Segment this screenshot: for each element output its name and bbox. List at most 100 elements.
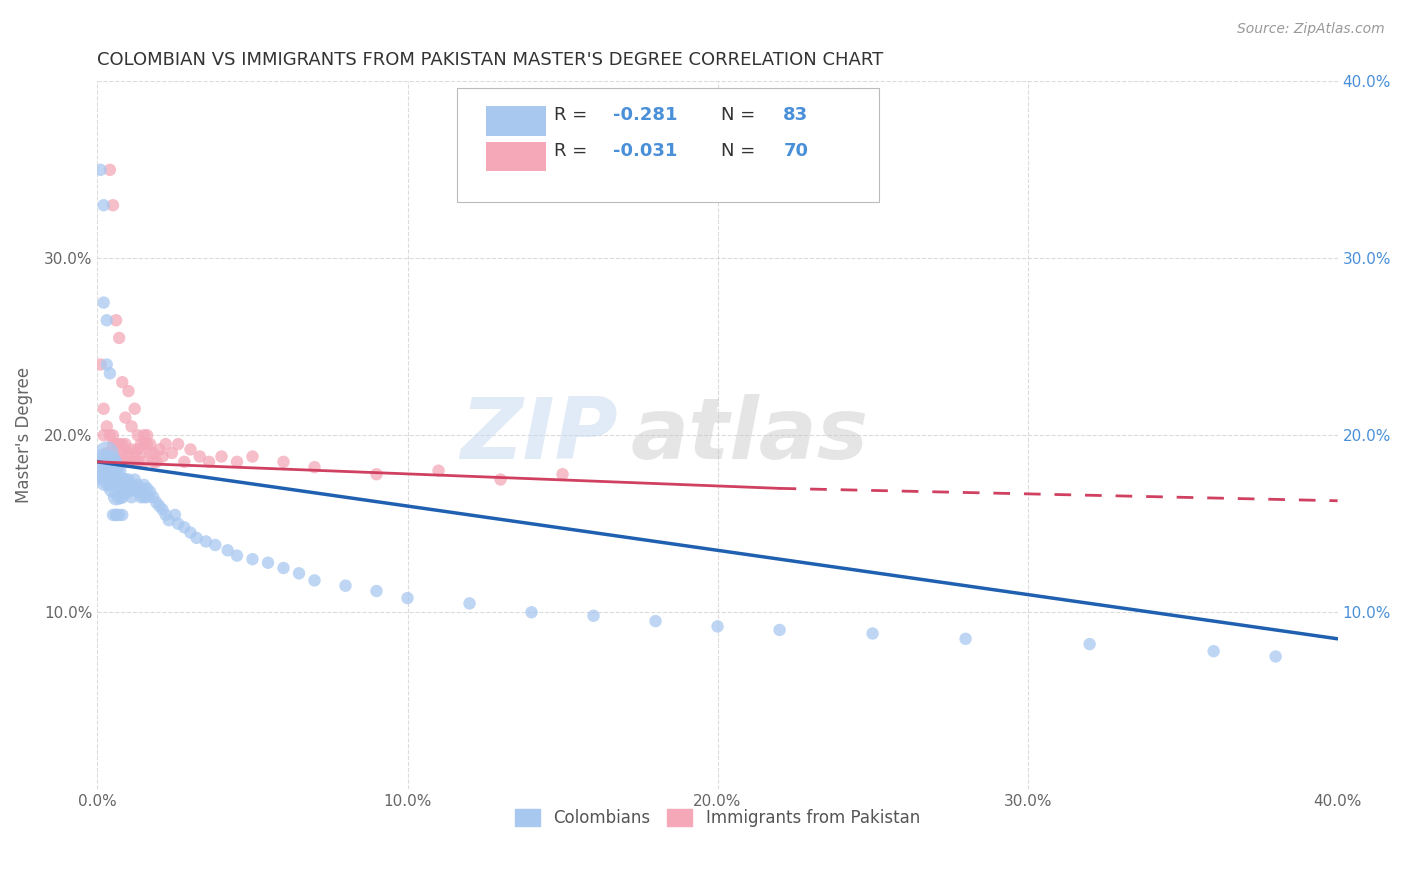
- Point: [101, 198, 124, 212]
- Point: [148, 442, 170, 457]
- Point: [93, 455, 115, 469]
- Text: Source: ZipAtlas.com: Source: ZipAtlas.com: [1237, 22, 1385, 37]
- Point: [101, 482, 124, 496]
- Point: [114, 410, 136, 425]
- Point: [1264, 649, 1286, 664]
- Point: [108, 508, 131, 522]
- Point: [105, 508, 128, 522]
- Point: [101, 428, 124, 442]
- Point: [96, 446, 118, 460]
- Point: [148, 499, 170, 513]
- Point: [226, 549, 249, 563]
- Point: [188, 450, 211, 464]
- Point: [93, 428, 115, 442]
- Point: [121, 478, 143, 492]
- Point: [105, 455, 128, 469]
- Point: [105, 437, 128, 451]
- Point: [139, 446, 162, 460]
- Point: [257, 556, 280, 570]
- Point: [155, 508, 177, 522]
- Point: [139, 437, 162, 451]
- Point: [304, 460, 326, 475]
- Point: [167, 437, 190, 451]
- Point: [98, 455, 121, 469]
- Point: [198, 455, 221, 469]
- Point: [111, 508, 134, 522]
- Point: [93, 198, 115, 212]
- Point: [226, 455, 249, 469]
- Point: [124, 473, 146, 487]
- Legend: Colombians, Immigrants from Pakistan: Colombians, Immigrants from Pakistan: [509, 803, 927, 834]
- Point: [142, 455, 165, 469]
- Point: [242, 450, 264, 464]
- Point: [1202, 644, 1225, 658]
- Point: [520, 605, 543, 619]
- FancyBboxPatch shape: [457, 88, 879, 202]
- Point: [114, 484, 136, 499]
- Point: [179, 442, 201, 457]
- Point: [396, 591, 419, 606]
- Point: [93, 295, 115, 310]
- Point: [1078, 637, 1101, 651]
- Point: [132, 455, 155, 469]
- Point: [124, 455, 146, 469]
- Point: [93, 401, 115, 416]
- Point: [105, 508, 128, 522]
- Point: [152, 450, 174, 464]
- Point: [124, 401, 146, 416]
- Point: [117, 446, 139, 460]
- Point: [132, 490, 155, 504]
- Point: [98, 428, 121, 442]
- Point: [167, 516, 190, 531]
- Point: [706, 619, 728, 633]
- Point: [127, 484, 149, 499]
- Point: [458, 596, 481, 610]
- Text: N =: N =: [721, 142, 761, 160]
- Point: [155, 437, 177, 451]
- Point: [114, 473, 136, 487]
- Point: [98, 455, 121, 469]
- Point: [121, 490, 143, 504]
- Point: [142, 446, 165, 460]
- Point: [136, 428, 159, 442]
- Point: [121, 442, 143, 457]
- Point: [127, 478, 149, 492]
- Point: [105, 437, 128, 451]
- Point: [139, 484, 162, 499]
- Point: [582, 608, 605, 623]
- Text: atlas: atlas: [631, 393, 869, 477]
- Point: [105, 464, 128, 478]
- Point: [145, 455, 167, 469]
- Point: [90, 358, 112, 372]
- Point: [98, 162, 121, 177]
- Point: [117, 455, 139, 469]
- Point: [273, 561, 295, 575]
- Point: [335, 579, 357, 593]
- Point: [114, 455, 136, 469]
- Text: R =: R =: [554, 142, 593, 160]
- Point: [186, 531, 208, 545]
- Point: [163, 508, 186, 522]
- Point: [96, 313, 118, 327]
- Point: [173, 520, 195, 534]
- Point: [108, 490, 131, 504]
- Text: -0.031: -0.031: [613, 142, 678, 160]
- Point: [90, 464, 112, 478]
- Text: ZIP: ZIP: [461, 393, 619, 477]
- Point: [127, 442, 149, 457]
- Text: 83: 83: [783, 106, 808, 124]
- Point: [121, 419, 143, 434]
- Point: [111, 490, 134, 504]
- Text: R =: R =: [554, 106, 593, 124]
- Point: [96, 419, 118, 434]
- Point: [90, 162, 112, 177]
- Point: [427, 464, 450, 478]
- Point: [304, 574, 326, 588]
- Point: [145, 495, 167, 509]
- Text: COLOMBIAN VS IMMIGRANTS FROM PAKISTAN MASTER'S DEGREE CORRELATION CHART: COLOMBIAN VS IMMIGRANTS FROM PAKISTAN MA…: [97, 51, 884, 69]
- Y-axis label: Master's Degree: Master's Degree: [15, 368, 32, 503]
- Point: [96, 473, 118, 487]
- Point: [111, 473, 134, 487]
- Point: [117, 484, 139, 499]
- Point: [98, 446, 121, 460]
